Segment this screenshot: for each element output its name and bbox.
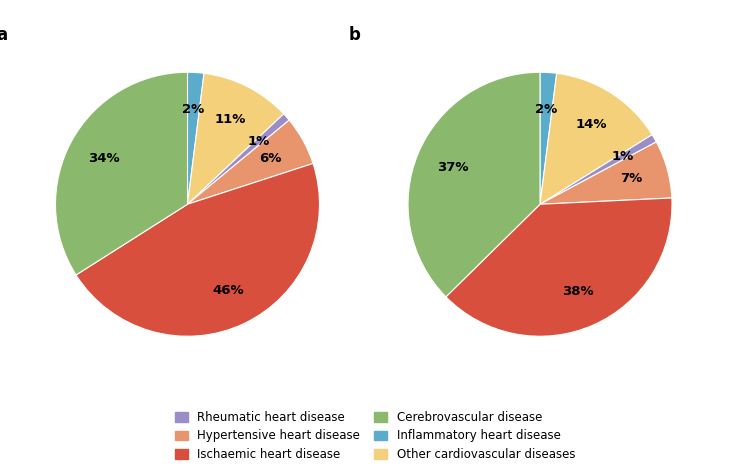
Text: 1%: 1% [611, 150, 634, 163]
Wedge shape [540, 72, 556, 204]
Wedge shape [76, 163, 320, 336]
Wedge shape [188, 73, 284, 204]
Text: 38%: 38% [562, 285, 594, 298]
Wedge shape [56, 72, 188, 275]
Text: 2%: 2% [535, 103, 557, 116]
Text: 11%: 11% [215, 113, 246, 126]
Text: 1%: 1% [248, 135, 270, 148]
Text: 2%: 2% [182, 103, 205, 116]
Wedge shape [540, 134, 656, 204]
Legend: Rheumatic heart disease, Hypertensive heart disease, Ischaemic heart disease, Ce: Rheumatic heart disease, Hypertensive he… [171, 408, 579, 465]
Wedge shape [446, 198, 672, 336]
Wedge shape [188, 72, 204, 204]
Text: 37%: 37% [436, 161, 468, 174]
Text: 7%: 7% [620, 172, 643, 185]
Text: a: a [0, 26, 8, 44]
Text: 34%: 34% [88, 152, 120, 165]
Wedge shape [408, 72, 540, 297]
Text: b: b [349, 26, 361, 44]
Text: 6%: 6% [260, 152, 282, 165]
Wedge shape [540, 73, 652, 204]
Wedge shape [188, 120, 313, 204]
Wedge shape [188, 114, 290, 204]
Text: 46%: 46% [212, 284, 244, 297]
Text: 14%: 14% [576, 118, 608, 131]
Wedge shape [540, 142, 672, 204]
